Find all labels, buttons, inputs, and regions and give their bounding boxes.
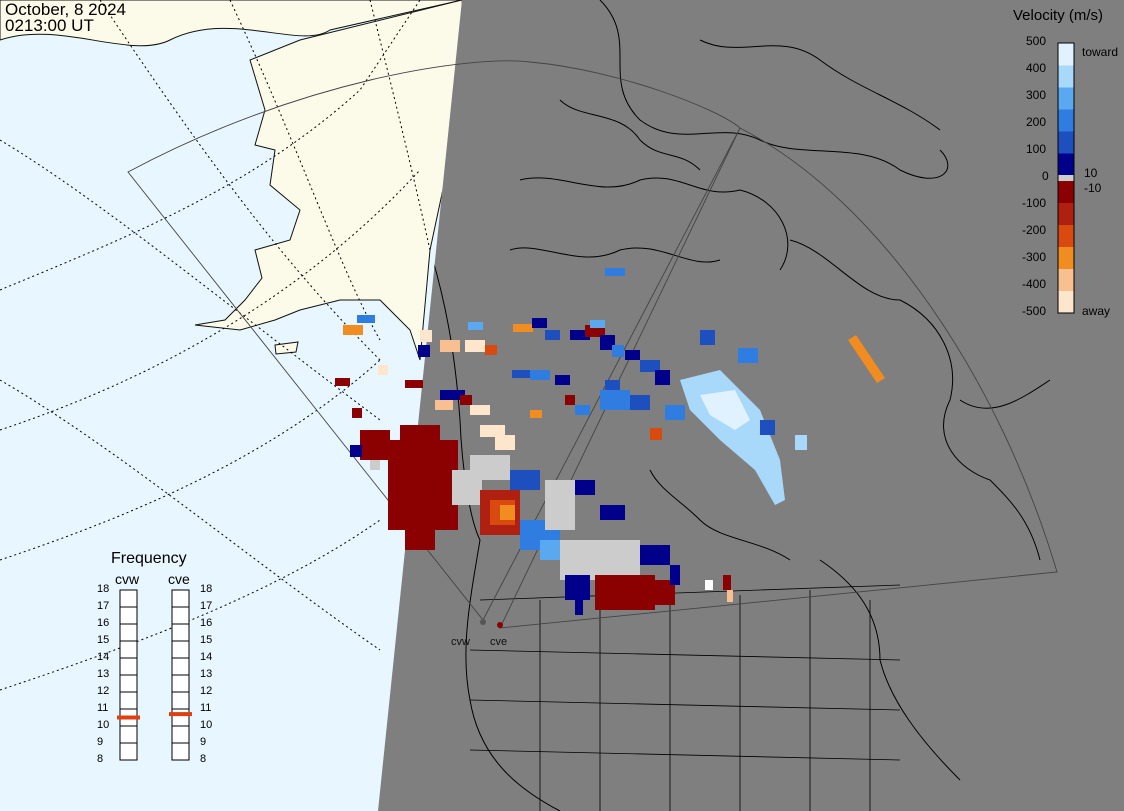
frequency-scale-cell	[119, 623, 138, 642]
colorbar-swatch-toward	[1058, 87, 1074, 110]
day-land	[0, 0, 462, 361]
frequency-scale-cell	[171, 623, 190, 642]
colorbar-swatch-away	[1058, 225, 1074, 248]
freq-radar-cve-label: cve	[168, 571, 190, 587]
frequency-label-left: 17	[97, 600, 110, 612]
frequency-label-right: 17	[200, 600, 213, 612]
colorbar-swatch-zero	[1058, 175, 1074, 181]
colorbar-swatch-toward	[1058, 65, 1074, 88]
frequency-label-left: 8	[97, 753, 104, 765]
frequency-label-left: 15	[97, 634, 110, 646]
velocity-colorbar	[1057, 42, 1075, 314]
frequency-label-left: 12	[97, 685, 110, 697]
frequency-marker-cve	[169, 712, 192, 717]
site-cvw-marker	[480, 619, 486, 625]
frequency-title: Frequency	[111, 550, 187, 567]
frequency-label-right: 13	[200, 668, 213, 680]
colorbar-swatch-away	[1058, 181, 1074, 204]
frequency-label-right: 9	[200, 736, 207, 748]
colorbar-tick-200: 200	[1026, 115, 1047, 129]
frequency-scale-cell	[171, 640, 190, 659]
frequency-scale-cell	[119, 657, 138, 676]
frequency-label-left: 13	[97, 668, 110, 680]
colorbar-swatch-away	[1058, 291, 1074, 314]
frequency-label-right: 12	[200, 685, 213, 697]
colorbar-frame	[1057, 42, 1075, 314]
colorbar-tick-500: 500	[1026, 34, 1047, 48]
colorbar-swatch-away	[1058, 247, 1074, 270]
frequency-label-left: 16	[97, 617, 110, 629]
frequency-label-right: 15	[200, 634, 213, 646]
colorbar-tick-minus200: -200	[1022, 223, 1047, 237]
site-cve-marker	[497, 622, 503, 628]
colorbar-swatch-away	[1058, 203, 1074, 226]
frequency-scale-cell	[119, 589, 138, 608]
site-cve-label: cve	[490, 636, 508, 648]
frequency-scales	[117, 589, 192, 761]
frequency-label-left: 11	[97, 702, 109, 714]
colorbar-swatch-toward	[1058, 109, 1074, 132]
frequency-label-left: 18	[97, 583, 110, 595]
frequency-label-right: 16	[200, 617, 213, 629]
colorbar-tick-300: 300	[1026, 88, 1047, 102]
colorbar-title: Velocity (m/s)	[1013, 7, 1104, 24]
colorbar-tick-minus10: -10	[1084, 181, 1102, 195]
frequency-scale-cell	[171, 674, 190, 693]
site-cvw-label: cvw	[451, 636, 470, 648]
colorbar-tick-minus100: -100	[1022, 196, 1047, 210]
frequency-scale-cell	[171, 606, 190, 625]
frequency-scale-cell	[119, 640, 138, 659]
frequency-scale-cell	[119, 674, 138, 693]
coastlines	[429, 0, 1051, 811]
freq-radar-cvw-label: cvw	[115, 571, 140, 587]
frequency-label-right: 18	[200, 583, 213, 595]
frequency-label-right: 14	[200, 651, 213, 663]
colorbar-swatch-toward	[1058, 131, 1074, 154]
colorbar-tick-0: 0	[1042, 169, 1049, 183]
frequency-scale-cell	[119, 742, 138, 761]
time-label: 0213:00 UT	[5, 16, 94, 35]
frequency-label-left: 9	[97, 736, 104, 748]
date-label: October, 8 2024	[5, 0, 126, 19]
frequency-label-left: 14	[97, 651, 110, 663]
frequency-scale-cell	[171, 708, 190, 727]
colorbar-tick-10: 10	[1084, 166, 1098, 180]
colorbar-tick-minus500: -500	[1022, 304, 1047, 318]
colorbar-tick-400: 400	[1026, 61, 1047, 75]
colorbar-away-label: away	[1082, 304, 1111, 318]
frequency-scale-cell	[119, 606, 138, 625]
state-borders	[469, 584, 901, 811]
colorbar-tick-minus400: -400	[1022, 277, 1047, 291]
colorbar-swatch-toward	[1058, 43, 1074, 66]
frequency-scale-cell	[171, 742, 190, 761]
frequency-scale-cell	[119, 691, 138, 710]
frequency-label-right: 11	[200, 702, 212, 714]
frequency-scale-cell	[171, 657, 190, 676]
frequency-label-right: 8	[200, 753, 207, 765]
colorbar-swatch-away	[1058, 269, 1074, 292]
radar-fov-outlines	[127, 60, 1058, 629]
frequency-scale-cell	[171, 725, 190, 744]
frequency-scale-cell	[171, 589, 190, 608]
colorbar-tick-100: 100	[1026, 142, 1047, 156]
velocity-scatter	[335, 268, 885, 615]
colorbar-tick-minus300: -300	[1022, 250, 1047, 264]
frequency-label-left: 10	[97, 719, 110, 731]
frequency-scale-cell	[119, 725, 138, 744]
frequency-label-right: 10	[200, 719, 213, 731]
colorbar-toward-label: toward	[1082, 45, 1119, 59]
frequency-scale-cell	[171, 691, 190, 710]
frequency-marker-cvw	[117, 715, 140, 720]
graticule	[0, 0, 431, 691]
colorbar-swatch-toward	[1058, 153, 1074, 176]
